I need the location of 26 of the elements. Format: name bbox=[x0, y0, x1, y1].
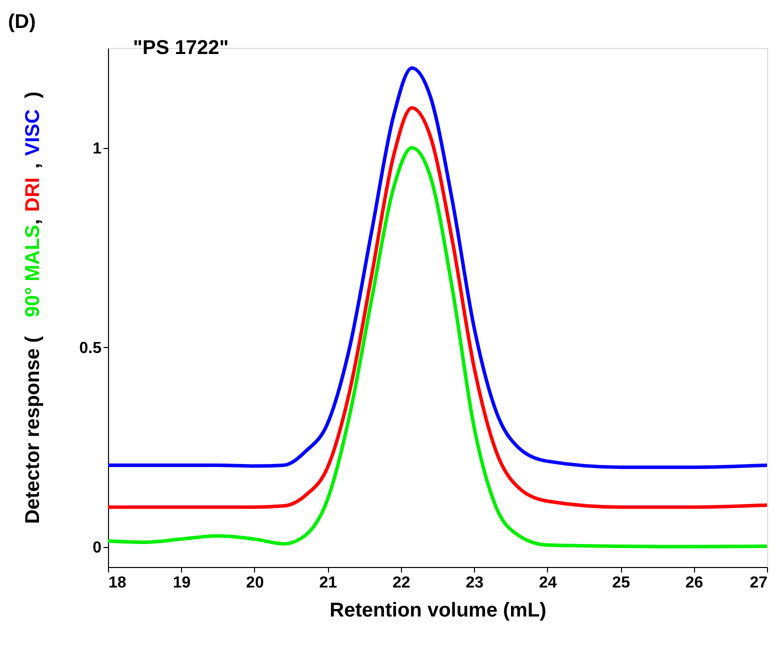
y-tick-label: 0.5 bbox=[79, 340, 102, 357]
x-tick-label: 20 bbox=[246, 574, 264, 592]
line-series bbox=[106, 66, 769, 469]
x-tick-label: 19 bbox=[172, 574, 191, 592]
x-tick-label: 18 bbox=[108, 574, 126, 592]
text: , bbox=[22, 163, 44, 169]
x-tick-label: 26 bbox=[685, 574, 704, 592]
text: (D) bbox=[8, 11, 36, 33]
y-axis-title: Detector response ( bbox=[22, 336, 44, 524]
x-tick-label: 24 bbox=[538, 574, 557, 592]
text: 90° MALS bbox=[22, 224, 44, 318]
text: ) bbox=[22, 92, 44, 98]
y-tick-label: 0 bbox=[92, 540, 102, 557]
x-axis-title: Retention volume (mL) bbox=[330, 600, 546, 622]
x-tick-label: 27 bbox=[750, 574, 768, 592]
text: , bbox=[22, 219, 44, 225]
line-series bbox=[106, 146, 769, 548]
y-tick-label: 1 bbox=[92, 140, 102, 158]
line-series bbox=[106, 106, 769, 509]
text: VISC bbox=[22, 109, 44, 156]
x-tick-label: 25 bbox=[612, 574, 630, 592]
x-tick-label: 21 bbox=[319, 574, 338, 592]
annotation: "PS 1722" bbox=[133, 37, 229, 59]
x-tick-label: 22 bbox=[392, 574, 410, 592]
text: DRI bbox=[22, 177, 44, 212]
x-tick-label: 23 bbox=[466, 574, 484, 592]
